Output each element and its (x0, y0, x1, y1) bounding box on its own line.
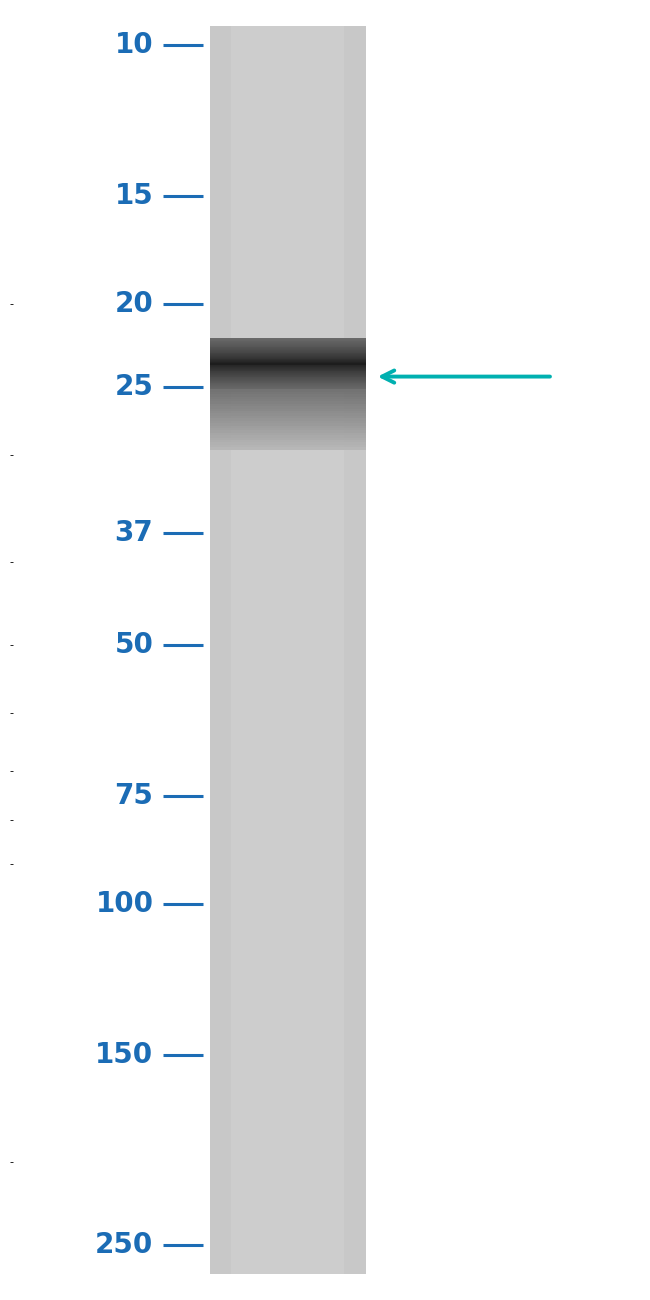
Text: 37: 37 (114, 519, 153, 547)
Text: 100: 100 (96, 889, 153, 918)
Text: 20: 20 (114, 290, 153, 317)
Bar (209, 26, 365, 1274)
Text: 25: 25 (114, 373, 153, 400)
Text: 250: 250 (95, 1231, 153, 1260)
Text: 50: 50 (114, 632, 153, 659)
Text: 75: 75 (114, 783, 153, 810)
Text: 150: 150 (96, 1041, 153, 1069)
Text: 10: 10 (115, 31, 153, 58)
Text: 15: 15 (114, 182, 153, 211)
Bar (231, 26, 344, 1274)
